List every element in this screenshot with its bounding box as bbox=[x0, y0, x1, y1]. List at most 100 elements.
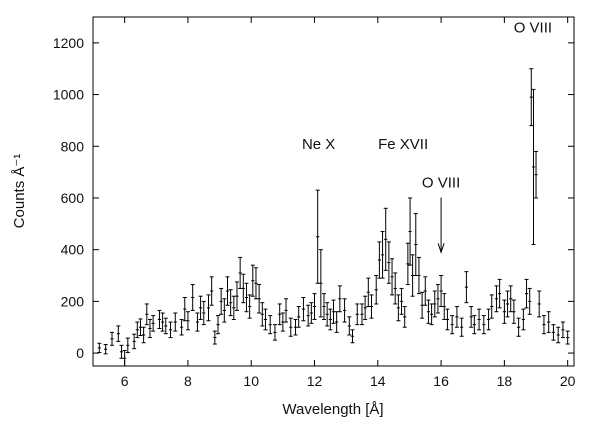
data-point bbox=[524, 278, 529, 309]
data-point bbox=[426, 299, 431, 324]
data-point bbox=[527, 287, 532, 315]
data-point bbox=[390, 258, 395, 296]
y-tick-label: 1200 bbox=[53, 35, 84, 51]
data-point bbox=[312, 293, 317, 320]
data-point bbox=[122, 349, 127, 367]
data-point bbox=[537, 290, 542, 318]
plot-frame bbox=[92, 16, 575, 367]
data-point bbox=[198, 295, 203, 320]
data-point bbox=[132, 333, 137, 350]
data-point bbox=[516, 317, 521, 337]
data-point bbox=[432, 290, 437, 318]
data-point bbox=[347, 316, 352, 336]
line-label: Ne X bbox=[302, 136, 335, 153]
data-point bbox=[350, 329, 355, 344]
data-point bbox=[363, 295, 368, 320]
data-point bbox=[182, 296, 187, 322]
data-point bbox=[393, 272, 398, 305]
data-point bbox=[502, 299, 507, 324]
data-point bbox=[337, 285, 342, 313]
data-point bbox=[322, 293, 327, 320]
x-axis: 6 8 10 12 14 16 18 20 bbox=[121, 17, 576, 389]
data-point bbox=[435, 284, 440, 314]
data-point bbox=[238, 256, 243, 289]
data-point bbox=[212, 330, 217, 345]
data-point bbox=[369, 294, 374, 319]
data-point bbox=[497, 278, 502, 309]
data-point bbox=[318, 249, 323, 318]
x-tick-label: 20 bbox=[560, 373, 576, 389]
data-point bbox=[109, 331, 114, 346]
data-point bbox=[534, 150, 539, 199]
data-point bbox=[168, 321, 173, 339]
data-point bbox=[277, 303, 282, 326]
data-point bbox=[190, 284, 195, 311]
y-tick-label: 600 bbox=[61, 190, 85, 206]
data-point bbox=[119, 344, 124, 359]
data-point bbox=[301, 296, 306, 322]
data-point bbox=[331, 299, 336, 324]
y-tick-label: 0 bbox=[76, 345, 84, 361]
data-point bbox=[141, 326, 146, 344]
data-point bbox=[125, 337, 130, 354]
data-point bbox=[296, 306, 301, 328]
line-label: O VIII bbox=[422, 175, 460, 192]
data-point bbox=[195, 312, 200, 332]
data-point bbox=[231, 295, 236, 320]
x-tick-label: 6 bbox=[121, 373, 129, 389]
data-point bbox=[225, 276, 230, 306]
y-axis: 0 200 400 600 800 1000 1200 bbox=[53, 35, 574, 361]
data-point bbox=[306, 304, 311, 327]
data-point bbox=[250, 264, 255, 297]
data-point bbox=[405, 242, 410, 286]
data-point bbox=[546, 311, 551, 333]
data-point bbox=[206, 294, 211, 322]
data-point bbox=[272, 324, 277, 341]
data-point bbox=[147, 318, 152, 339]
data-point bbox=[377, 241, 382, 279]
data-points bbox=[97, 68, 570, 367]
data-point bbox=[359, 303, 364, 326]
data-point bbox=[334, 311, 339, 333]
x-axis-label: Wavelength [Å] bbox=[282, 401, 383, 418]
data-point bbox=[464, 271, 469, 304]
data-point bbox=[383, 207, 388, 271]
data-point bbox=[151, 315, 156, 332]
data-point bbox=[445, 308, 450, 331]
data-point bbox=[179, 318, 184, 336]
data-point bbox=[416, 256, 421, 295]
data-point bbox=[442, 293, 447, 320]
data-point bbox=[222, 298, 227, 323]
data-point bbox=[459, 317, 464, 337]
data-point bbox=[116, 325, 121, 342]
data-point bbox=[288, 317, 293, 337]
data-point bbox=[284, 298, 289, 323]
y-tick-label: 800 bbox=[61, 138, 85, 154]
data-point bbox=[315, 189, 320, 284]
data-point bbox=[280, 312, 285, 332]
data-point bbox=[325, 302, 330, 327]
line-label: Fe XVII bbox=[378, 136, 428, 153]
data-point bbox=[257, 284, 262, 314]
x-tick-label: 12 bbox=[307, 373, 323, 389]
data-point bbox=[260, 302, 265, 327]
arrow-head bbox=[437, 243, 445, 254]
y-tick-label: 1000 bbox=[53, 87, 84, 103]
x-tick-label: 16 bbox=[433, 373, 449, 389]
data-point bbox=[215, 315, 220, 335]
data-point bbox=[253, 267, 258, 300]
data-point bbox=[228, 289, 233, 317]
data-point bbox=[374, 275, 379, 305]
data-point bbox=[103, 344, 108, 355]
data-point bbox=[244, 282, 249, 313]
data-point bbox=[157, 309, 162, 330]
data-point bbox=[469, 306, 474, 328]
data-point bbox=[521, 308, 526, 331]
data-point bbox=[380, 231, 385, 279]
y-axis-label: Counts Å⁻¹ bbox=[11, 154, 28, 229]
data-point bbox=[511, 299, 516, 324]
data-point bbox=[97, 342, 102, 354]
data-point bbox=[565, 330, 570, 345]
data-point bbox=[413, 212, 418, 277]
